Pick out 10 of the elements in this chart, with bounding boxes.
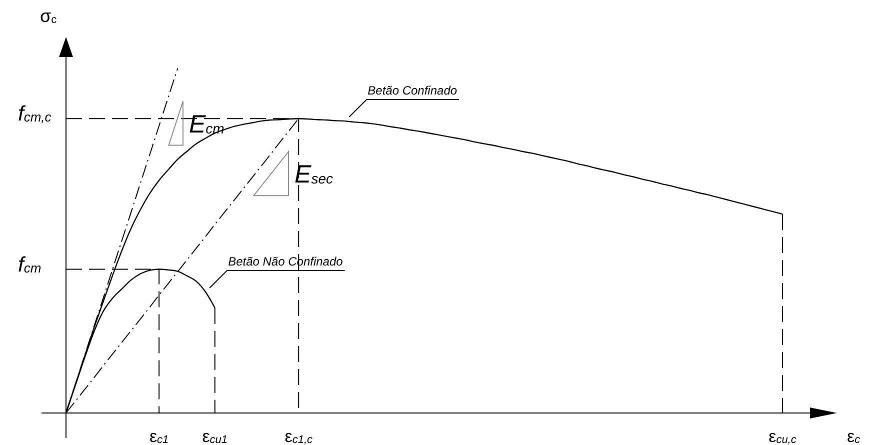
y-axis-title: σc: [40, 6, 58, 26]
x-axis-title: εc: [847, 427, 861, 445]
series-label: fcm: [18, 253, 42, 276]
x-tick-label: εcu1: [202, 427, 228, 445]
x-tick-label: εc1: [149, 427, 169, 445]
text: Betão Confinado: [368, 84, 458, 98]
x-tick-label: εc1,c: [284, 427, 314, 445]
series-label: fcm,c: [18, 102, 52, 126]
annotation: Ecm: [188, 110, 225, 138]
x-tick-label: εcu,c: [768, 427, 797, 445]
